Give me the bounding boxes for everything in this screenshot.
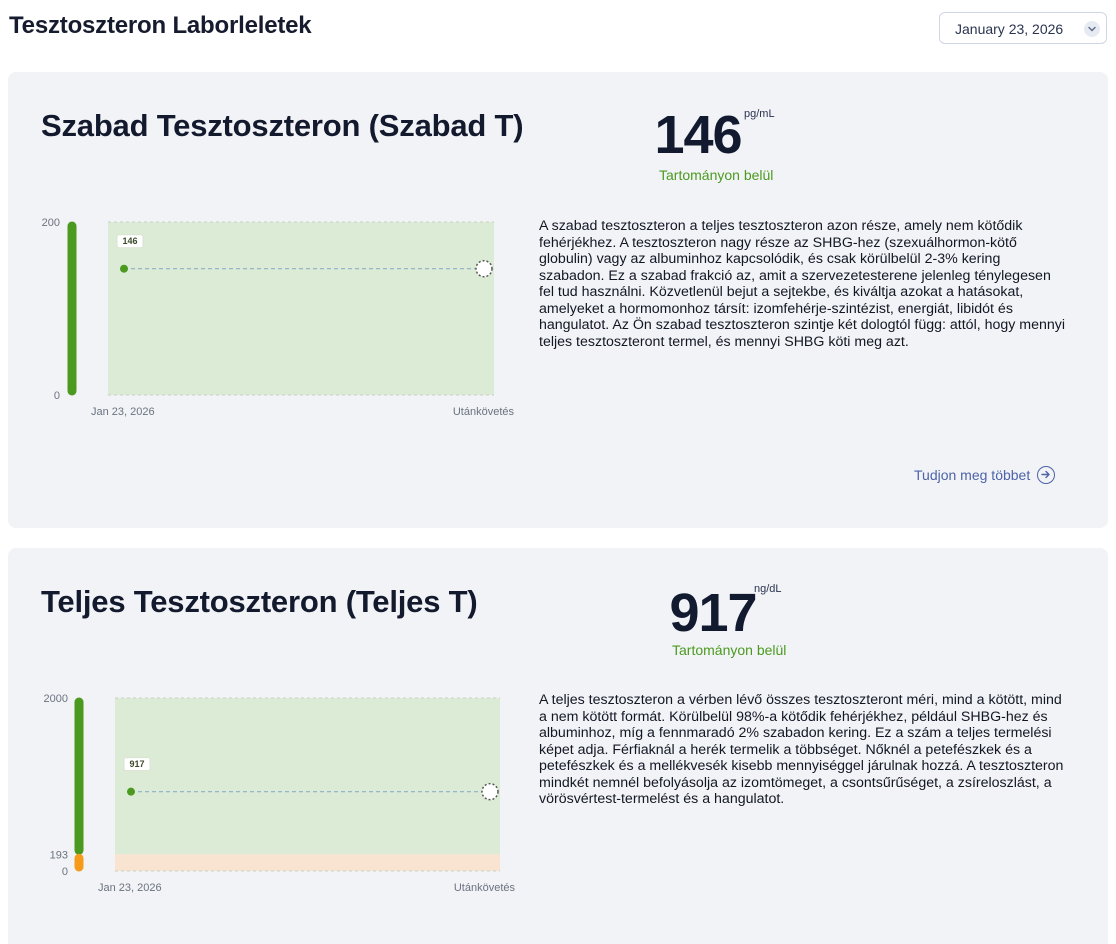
free-testosterone-card: Szabad Tesztoszteron (Szabad T) 146 pg/m… xyxy=(8,72,1108,528)
data-point xyxy=(127,787,135,796)
date-select-value: January 23, 2026 xyxy=(955,21,1064,37)
low-range-band xyxy=(115,854,500,871)
range-band xyxy=(115,698,500,855)
range-status: Tartományon belül xyxy=(659,167,774,183)
data-point xyxy=(120,264,128,273)
chevron-down-icon xyxy=(1084,21,1100,37)
point-label-box xyxy=(116,234,144,249)
result-unit: pg/mL xyxy=(744,108,775,120)
date-select[interactable]: January 23, 2026 xyxy=(939,12,1107,44)
y-tick-label: 0 xyxy=(62,866,68,878)
card-title: Teljes Tesztoszteron (Teljes T) xyxy=(41,584,478,619)
description: A szabad tesztoszteron a teljes tesztosz… xyxy=(539,218,1066,350)
y-tick-label: 200 xyxy=(42,217,60,229)
y-tick-label: 193 xyxy=(50,849,68,861)
y-tick-label: 2000 xyxy=(44,693,68,705)
card-title: Szabad Tesztoszteron (Szabad T) xyxy=(41,108,524,143)
result-unit: ng/dL xyxy=(754,583,782,595)
range-status: Tartományon belül xyxy=(672,642,787,658)
result-value-block: 917 xyxy=(668,586,758,640)
total-testosterone-card: Teljes Tesztoszteron (Teljes T) 917 ng/d… xyxy=(8,548,1108,944)
x-tick-label: Jan 23, 2026 xyxy=(91,406,155,418)
x-tick-label: Utánkövetés xyxy=(454,882,516,894)
follow-up-point xyxy=(475,259,493,278)
range-band xyxy=(108,222,494,395)
description: A teljes tesztoszteron a vérben lévő öss… xyxy=(539,692,1064,807)
total-t-chart: 2000 193 0 Jan 23, 2026 Utánkövetés 917 xyxy=(44,693,516,894)
result-value-block: 146 xyxy=(648,108,748,162)
point-label: 917 xyxy=(129,759,144,769)
result-value: 146 xyxy=(654,105,742,165)
page-title: Tesztoszteron Laborleletek xyxy=(9,12,312,39)
result-value: 917 xyxy=(669,583,757,643)
point-label-box xyxy=(123,757,151,772)
follow-up-point xyxy=(481,782,499,801)
x-tick-label: Jan 23, 2026 xyxy=(98,882,162,894)
y-tick-label: 0 xyxy=(54,390,60,402)
learn-more-link[interactable]: Tudjon meg többet xyxy=(914,466,1056,484)
free-t-chart: 200 0 Jan 23, 2026 Utánkövetés 146 xyxy=(42,217,515,418)
learn-more-label: Tudjon meg többet xyxy=(914,467,1031,483)
x-tick-label: Utánkövetés xyxy=(453,406,515,418)
point-label: 146 xyxy=(122,236,137,246)
arrow-right-icon xyxy=(1037,466,1056,484)
